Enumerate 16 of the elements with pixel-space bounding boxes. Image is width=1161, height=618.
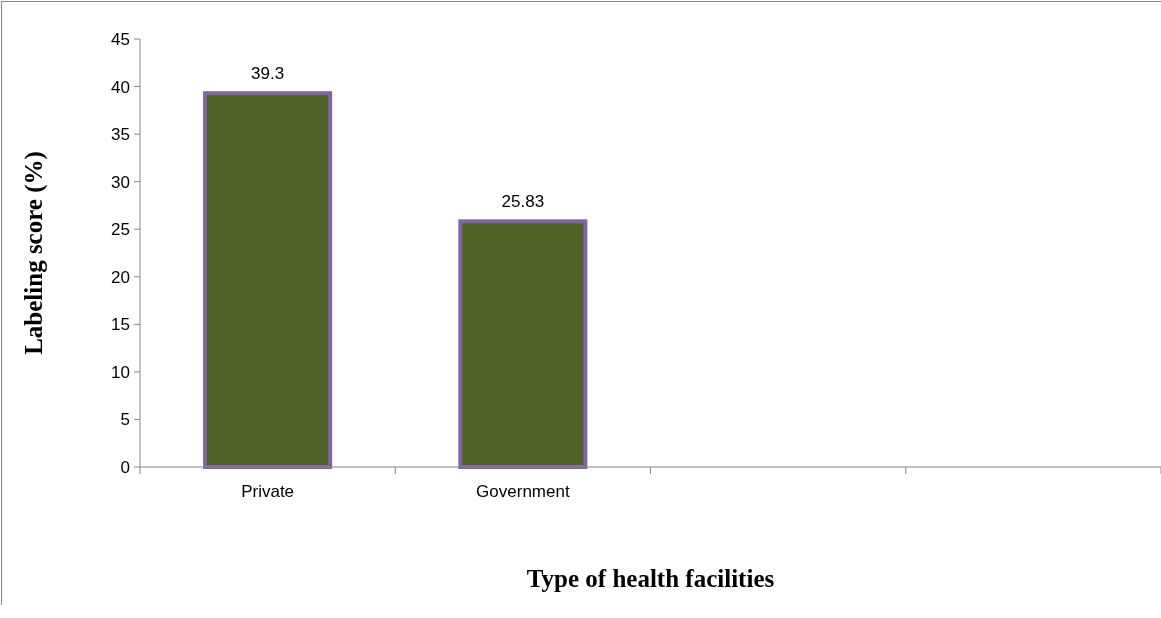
y-tick-label: 15 (111, 315, 130, 335)
y-tick-label: 45 (111, 29, 130, 49)
y-tick-label: 10 (111, 362, 130, 382)
x-axis-title: Type of health facilities (526, 565, 775, 592)
y-tick-label: 5 (120, 410, 130, 430)
y-axis-title: Labeling score (%) (20, 151, 48, 355)
y-tick-label: 0 (120, 457, 130, 477)
y-tick-label: 25 (111, 220, 130, 240)
y-tick-label: 20 (111, 267, 130, 287)
y-tick-label: 35 (111, 125, 130, 145)
x-tick-label: Private (241, 482, 295, 501)
x-tick-label: Government (476, 482, 570, 501)
data-label: 25.83 (501, 192, 545, 212)
y-tick-label: 40 (111, 77, 130, 97)
data-label: 39.3 (251, 64, 285, 84)
y-tick-label: 30 (111, 172, 130, 192)
